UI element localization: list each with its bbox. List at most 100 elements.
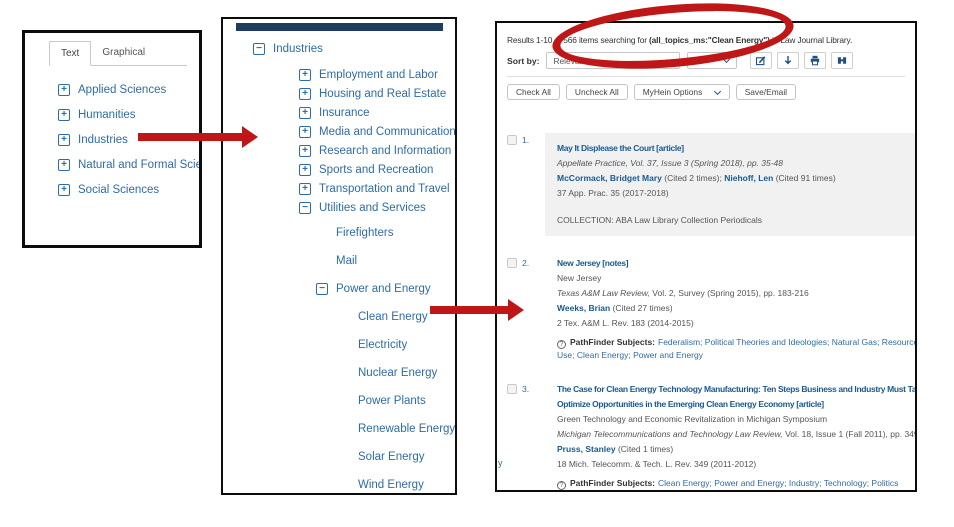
results-summary: Results 1-10 of 566 items searching for … <box>507 35 905 45</box>
tree-item-industries[interactable]: + Industries <box>58 134 199 146</box>
author-link[interactable]: Niehoff, Len <box>724 173 774 183</box>
search-within-button[interactable] <box>831 52 854 69</box>
expand-icon[interactable]: + <box>299 68 311 81</box>
tree-node-housing-real-estate[interactable]: + Housing and Real Estate <box>223 84 455 103</box>
tree-node-employment-labor[interactable]: + Employment and Labor <box>223 65 455 84</box>
tree-node-label[interactable]: Employment and Labor <box>319 68 438 81</box>
tree-item-label[interactable]: Humanities <box>78 109 136 121</box>
arrow-head <box>508 299 524 321</box>
result-checkbox[interactable] <box>507 384 517 394</box>
browser-tabs: Text Graphical <box>49 41 187 66</box>
result-checkbox[interactable] <box>507 258 517 268</box>
tree-item-label[interactable]: Industries <box>78 134 128 146</box>
uncheck-all-button[interactable]: Uncheck All <box>565 84 628 100</box>
result-row-2: 2. New Jersey [notes] New Jersey Texas A… <box>507 256 915 362</box>
myhein-options-select[interactable]: MyHein Options <box>633 84 730 100</box>
expand-icon[interactable]: + <box>299 163 311 176</box>
result-citation: 18 Mich. Telecomm. & Tech. L. Rev. 349 (… <box>557 459 757 469</box>
tree-node-label[interactable]: Research and Information <box>319 144 452 157</box>
result-body: May It Displease the Court [article] App… <box>545 133 915 236</box>
expand-icon[interactable]: + <box>299 106 311 119</box>
tree-leaf-nuclear-energy[interactable]: Nuclear Energy <box>223 359 455 387</box>
sort-select[interactable]: Relevance <box>546 52 681 69</box>
help-circle-icon[interactable]: ? <box>557 340 566 349</box>
collapse-icon[interactable]: − <box>253 43 265 55</box>
tree-leaf-mail[interactable]: Mail <box>223 247 455 275</box>
export-download-button[interactable] <box>777 52 800 69</box>
tree-item-label[interactable]: Social Sciences <box>78 184 160 196</box>
author-link[interactable]: McCormack, Bridget Mary <box>557 173 662 183</box>
result-number: 2. <box>522 258 530 268</box>
tab-graphical[interactable]: Graphical <box>102 47 146 58</box>
tree-leaf-renewable-energy[interactable]: Renewable Energy <box>223 415 455 443</box>
tree-node-utilities-services[interactable]: − Utilities and Services <box>223 198 455 217</box>
print-button[interactable] <box>804 52 827 69</box>
collapse-icon[interactable]: − <box>299 201 311 214</box>
tree-node-label[interactable]: Transportation and Travel <box>319 182 450 195</box>
tree-node-label[interactable]: Power and Energy <box>336 283 431 295</box>
expand-icon[interactable]: + <box>58 159 70 171</box>
tree-item-applied-sciences[interactable]: + Applied Sciences <box>58 84 199 96</box>
tree-leaf-clean-energy[interactable]: Clean Energy <box>223 303 455 331</box>
tree-node-industries[interactable]: − Industries <box>223 43 455 55</box>
tab-text[interactable]: Text <box>49 41 92 66</box>
tree-leaf-label[interactable]: Firefighters <box>336 227 394 239</box>
result-checkbox[interactable] <box>507 135 517 145</box>
expand-icon[interactable]: + <box>299 87 311 100</box>
author-cited: (Cited 27 times) <box>610 303 673 313</box>
expand-icon[interactable]: + <box>58 109 70 121</box>
tree-item-natural-formal-sciences[interactable]: + Natural and Formal Sciences <box>58 159 199 171</box>
collapse-icon[interactable]: − <box>316 283 328 295</box>
sort-toolbar: Sort by: Relevance <box>507 52 905 69</box>
tree-leaf-label[interactable]: Solar Energy <box>358 451 425 463</box>
result-title-link[interactable]: The Case for Clean Energy Technology Man… <box>557 384 917 409</box>
tree-leaf-electricity[interactable]: Electricity <box>223 331 455 359</box>
author-link[interactable]: Weeks, Brian <box>557 303 611 313</box>
tree-leaf-label[interactable]: Renewable Energy <box>358 423 456 435</box>
result-title-link[interactable]: New Jersey [notes] <box>557 258 629 268</box>
tree-leaf-firefighters[interactable]: Firefighters <box>223 219 455 247</box>
tree-leaf-label[interactable]: Power Plants <box>358 395 426 407</box>
tree-leaf-label[interactable]: Nuclear Energy <box>358 367 438 379</box>
tree-node-label[interactable]: Media and Communication <box>319 125 456 138</box>
pathfinder-subject-links[interactable]: Clean Energy; Power and Energy; Industry… <box>658 478 899 488</box>
tree-node-power-energy[interactable]: − Power and Energy <box>223 275 455 303</box>
tree-node-label[interactable]: Utilities and Services <box>319 201 426 214</box>
expand-icon[interactable]: + <box>58 134 70 146</box>
check-all-button[interactable]: Check All <box>507 84 560 100</box>
tree-node-sports-recreation[interactable]: + Sports and Recreation <box>223 160 455 179</box>
help-circle-icon[interactable]: ? <box>557 481 566 490</box>
tree-item-humanities[interactable]: + Humanities <box>58 109 199 121</box>
tree-leaf-label[interactable]: Electricity <box>358 339 408 351</box>
tree-leaf-label[interactable]: Wind Energy <box>358 479 424 491</box>
tree-item-label[interactable]: Natural and Formal Sciences <box>78 159 202 171</box>
author-link[interactable]: Pruss, Stanley <box>557 444 616 454</box>
tree-node-label[interactable]: Insurance <box>319 106 370 119</box>
expand-icon[interactable]: + <box>58 184 70 196</box>
tree-leaf-power-plants[interactable]: Power Plants <box>223 387 455 415</box>
tree-node-label[interactable]: Industries <box>273 43 323 55</box>
tree-leaf-label[interactable]: Mail <box>336 255 358 267</box>
page-size-select[interactable] <box>687 52 738 69</box>
tree-node-research-information[interactable]: + Research and Information <box>223 141 455 160</box>
tree-item-label[interactable]: Applied Sciences <box>78 84 167 96</box>
tree-node-label[interactable]: Housing and Real Estate <box>319 87 447 100</box>
expand-icon[interactable]: + <box>299 182 311 195</box>
pathfinder-subject-links[interactable]: Federalism; Political Theories and Ideol… <box>557 337 917 360</box>
tree-node-label[interactable]: Sports and Recreation <box>319 163 434 176</box>
tree-item-social-sciences[interactable]: + Social Sciences <box>58 184 199 196</box>
tree-leaf-wind-energy[interactable]: Wind Energy <box>223 471 455 493</box>
result-body: New Jersey [notes] New Jersey Texas A&M … <box>545 256 917 362</box>
tree-node-transportation-travel[interactable]: + Transportation and Travel <box>223 179 455 198</box>
tree-leaf-solar-energy[interactable]: Solar Energy <box>223 443 455 471</box>
result-title-link[interactable]: May It Displease the Court [article] <box>557 143 684 153</box>
expand-icon[interactable]: + <box>58 84 70 96</box>
tree-node-insurance[interactable]: + Insurance <box>223 103 455 122</box>
save-email-button[interactable]: Save/Email <box>735 84 797 100</box>
tree-leaf-label[interactable]: Clean Energy <box>358 311 428 323</box>
expand-icon[interactable]: + <box>299 144 311 157</box>
tree-node-media-communication[interactable]: + Media and Communication <box>223 122 455 141</box>
expand-icon[interactable]: + <box>299 125 311 138</box>
edit-search-button[interactable] <box>750 52 773 69</box>
